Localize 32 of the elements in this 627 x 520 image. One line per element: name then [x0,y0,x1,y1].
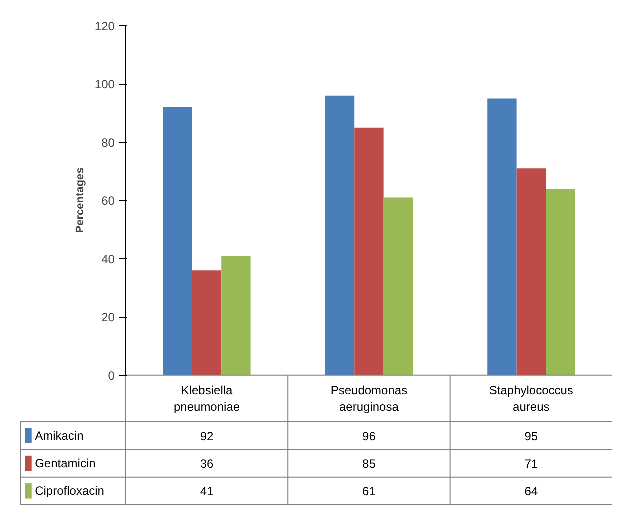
data-label: 36 [200,457,214,472]
x-tick-label: Staphylococcus aureus [489,383,574,414]
bar [325,96,355,376]
bar [384,198,414,376]
bar [163,108,192,376]
x-tick-label: Pseudomonas aeruginosa [330,383,408,414]
data-label: 92 [200,429,214,444]
y-axis-title: Percentages [74,168,86,234]
bar [354,128,384,376]
y-tick-label: 20 [102,310,116,325]
x-tick-label: Klebsiella pneumoniae [174,383,240,414]
bar [488,98,517,376]
data-label: 61 [362,484,376,499]
y-tick-label: 100 [94,78,116,92]
data-label: 41 [200,484,214,499]
y-tick-label: 40 [102,252,116,266]
bar [516,168,546,376]
data-label: 85 [362,457,376,472]
bar [192,270,222,376]
legend-label: Gentamicin [35,456,96,471]
y-tick-label: 120 [94,19,116,34]
y-tick-label: 80 [102,136,116,150]
data-label: 71 [524,457,538,472]
y-tick-label: 60 [102,194,116,208]
y-tick-label: 0 [108,368,116,383]
bar [546,189,576,376]
data-label: 96 [362,429,376,444]
bar [222,256,251,376]
legend-label: Ciprofloxacin [35,484,104,498]
data-label: 64 [524,484,538,499]
data-label: 95 [524,429,538,444]
legend-label: Amikacin [35,428,84,443]
